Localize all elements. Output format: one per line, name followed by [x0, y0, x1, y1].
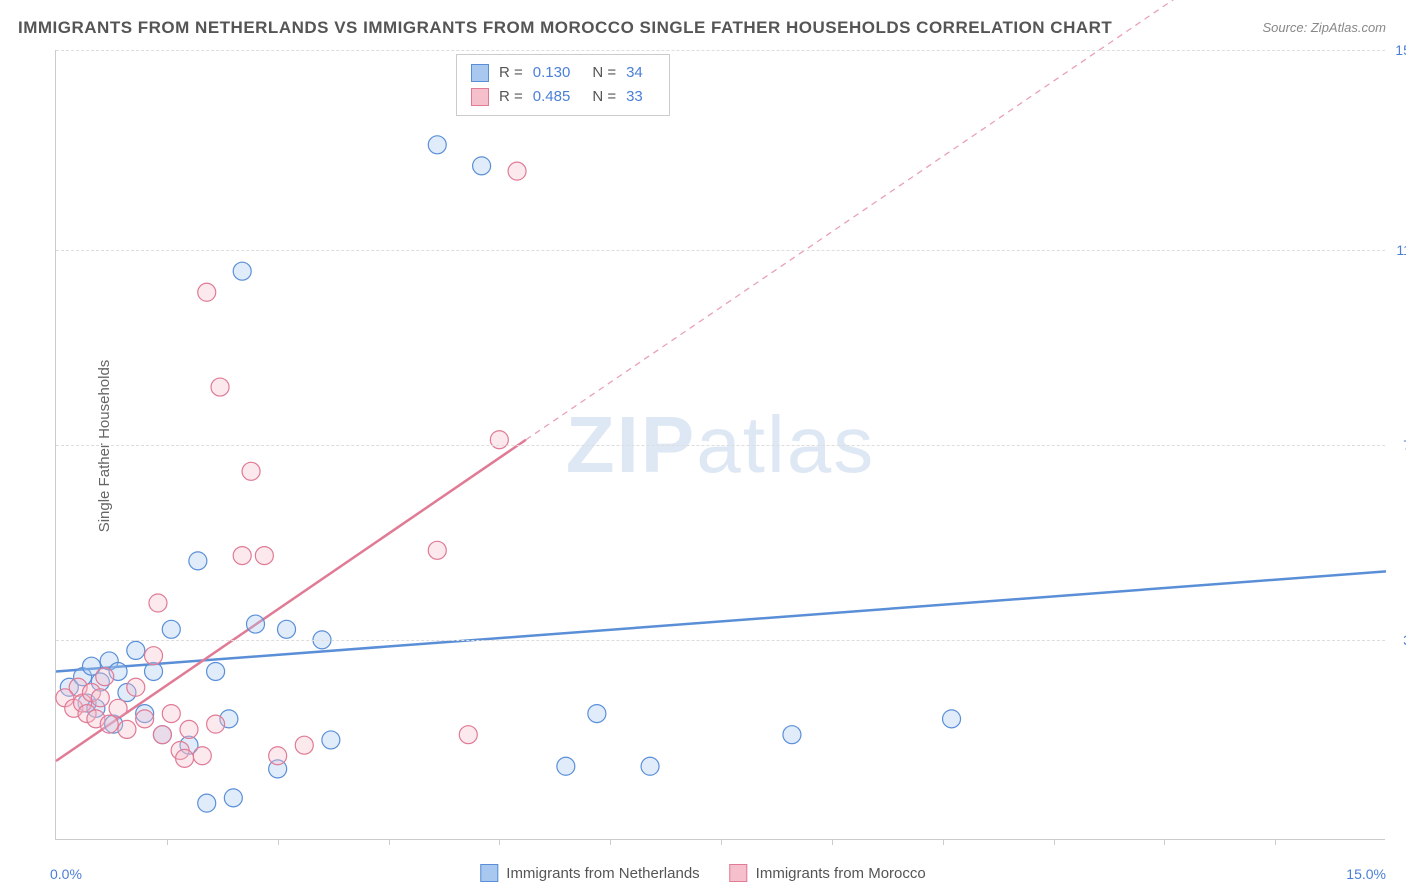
- trend-line-dash-morocco: [526, 0, 1386, 440]
- data-point-netherlands: [127, 641, 145, 659]
- data-point-morocco: [255, 547, 273, 565]
- data-point-netherlands: [278, 620, 296, 638]
- data-point-morocco: [295, 736, 313, 754]
- data-point-morocco: [91, 689, 109, 707]
- data-point-morocco: [508, 162, 526, 180]
- data-point-morocco: [242, 462, 260, 480]
- data-point-morocco: [118, 720, 136, 738]
- legend-item-netherlands: Immigrants from Netherlands: [480, 864, 699, 882]
- x-tick: [832, 839, 833, 845]
- data-point-netherlands: [473, 157, 491, 175]
- x-tick: [1275, 839, 1276, 845]
- data-point-netherlands: [162, 620, 180, 638]
- data-point-morocco: [269, 747, 287, 765]
- y-tick-label: 15.0%: [1395, 42, 1406, 58]
- y-tick-label: 11.2%: [1396, 242, 1406, 258]
- x-tick: [389, 839, 390, 845]
- data-point-morocco: [136, 710, 154, 728]
- data-point-morocco: [162, 705, 180, 723]
- data-point-morocco: [109, 699, 127, 717]
- x-tick: [499, 839, 500, 845]
- data-point-netherlands: [224, 789, 242, 807]
- data-point-morocco: [145, 647, 163, 665]
- data-point-netherlands: [943, 710, 961, 728]
- data-point-morocco: [207, 715, 225, 733]
- data-point-morocco: [428, 541, 446, 559]
- legend-item-morocco: Immigrants from Morocco: [730, 864, 926, 882]
- data-point-netherlands: [207, 662, 225, 680]
- data-point-netherlands: [557, 757, 575, 775]
- data-point-morocco: [233, 547, 251, 565]
- data-point-netherlands: [189, 552, 207, 570]
- gridline: [56, 250, 1385, 251]
- data-point-netherlands: [247, 615, 265, 633]
- x-tick: [278, 839, 279, 845]
- data-point-morocco: [490, 431, 508, 449]
- x-axis-min-label: 0.0%: [50, 866, 82, 882]
- data-point-netherlands: [641, 757, 659, 775]
- data-point-netherlands: [198, 794, 216, 812]
- data-point-morocco: [176, 749, 194, 767]
- plot-area: ZIPatlas R = 0.130 N = 34 R = 0.485 N = …: [55, 50, 1385, 840]
- data-point-netherlands: [783, 726, 801, 744]
- bottom-legend: Immigrants from Netherlands Immigrants f…: [480, 864, 925, 882]
- legend-label-morocco: Immigrants from Morocco: [756, 865, 926, 882]
- legend-label-netherlands: Immigrants from Netherlands: [506, 865, 699, 882]
- x-tick: [721, 839, 722, 845]
- x-tick: [610, 839, 611, 845]
- data-point-morocco: [180, 720, 198, 738]
- data-point-morocco: [459, 726, 477, 744]
- gridline: [56, 50, 1385, 51]
- data-point-morocco: [198, 283, 216, 301]
- chart-title: IMMIGRANTS FROM NETHERLANDS VS IMMIGRANT…: [18, 18, 1112, 38]
- swatch-netherlands: [480, 864, 498, 882]
- data-point-netherlands: [588, 705, 606, 723]
- x-tick: [1054, 839, 1055, 845]
- x-tick: [1164, 839, 1165, 845]
- gridline: [56, 445, 1385, 446]
- data-point-morocco: [149, 594, 167, 612]
- swatch-morocco: [730, 864, 748, 882]
- gridline: [56, 640, 1385, 641]
- data-point-netherlands: [322, 731, 340, 749]
- data-point-morocco: [96, 668, 114, 686]
- data-point-morocco: [193, 747, 211, 765]
- data-point-morocco: [100, 715, 118, 733]
- x-tick: [943, 839, 944, 845]
- data-point-morocco: [127, 678, 145, 696]
- x-axis-max-label: 15.0%: [1346, 866, 1386, 882]
- data-point-netherlands: [233, 262, 251, 280]
- x-tick: [167, 839, 168, 845]
- data-point-netherlands: [428, 136, 446, 154]
- data-point-morocco: [153, 726, 171, 744]
- source-attribution: Source: ZipAtlas.com: [1262, 20, 1386, 35]
- data-point-morocco: [211, 378, 229, 396]
